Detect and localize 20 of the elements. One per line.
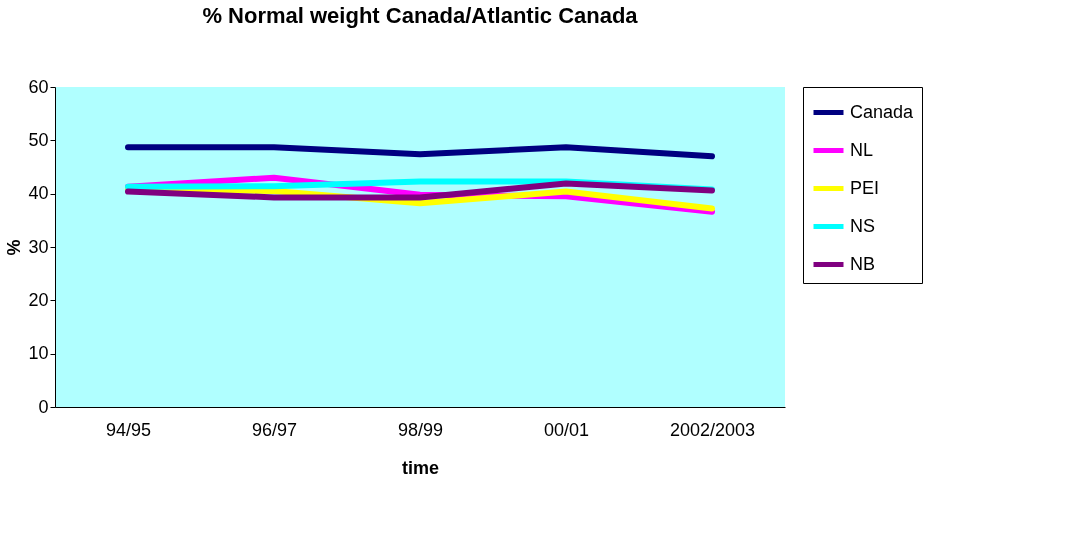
x-axis-title: time xyxy=(401,457,440,478)
x-tick-label: 98/99 xyxy=(397,419,444,440)
y-tick-label: 60 xyxy=(28,76,49,97)
y-tick-label: 0 xyxy=(38,396,49,417)
legend-label: NS xyxy=(850,215,876,236)
x-tick-label: 00/01 xyxy=(543,419,590,440)
legend-label: NL xyxy=(850,139,874,160)
y-tick-label: 40 xyxy=(28,183,49,204)
x-tick-label: 2002/2003 xyxy=(669,419,756,440)
x-tick-label: 96/97 xyxy=(251,419,298,440)
legend-label: Canada xyxy=(850,101,915,122)
chart-title: % Normal weight Canada/Atlantic Canada xyxy=(202,3,639,28)
legend-label: PEI xyxy=(850,177,880,198)
y-axis-title: % xyxy=(4,239,25,256)
y-tick-label: 20 xyxy=(28,289,49,310)
y-tick-label: 10 xyxy=(28,343,49,364)
y-tick-label: 50 xyxy=(28,129,49,150)
y-tick-label: 30 xyxy=(28,236,49,257)
x-tick-label: 94/95 xyxy=(105,419,152,440)
legend-label: NB xyxy=(850,253,876,274)
